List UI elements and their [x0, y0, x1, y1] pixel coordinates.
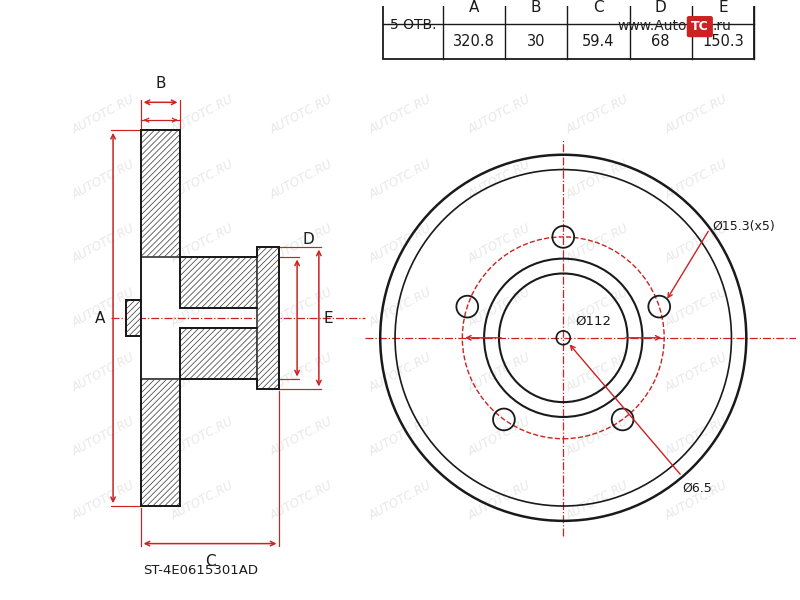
Text: D: D [302, 232, 314, 247]
Text: AUTOTC.RU: AUTOTC.RU [565, 415, 631, 458]
Text: B: B [530, 1, 542, 16]
Text: AUTOTC.RU: AUTOTC.RU [267, 350, 334, 394]
Text: AUTOTC.RU: AUTOTC.RU [70, 222, 137, 266]
Text: 5 ОТВ.: 5 ОТВ. [390, 18, 436, 32]
Text: AUTOTC.RU: AUTOTC.RU [366, 479, 434, 523]
Text: AUTOTC.RU: AUTOTC.RU [565, 479, 631, 523]
Text: AUTOTC.RU: AUTOTC.RU [565, 93, 631, 137]
Text: AUTOTC.RU: AUTOTC.RU [663, 415, 730, 458]
Text: 68: 68 [651, 34, 670, 49]
Text: AUTOTC.RU: AUTOTC.RU [169, 93, 235, 137]
Text: E: E [718, 1, 728, 16]
Text: AUTOTC.RU: AUTOTC.RU [70, 350, 137, 394]
Text: E: E [324, 311, 334, 326]
Text: AUTOTC.RU: AUTOTC.RU [169, 479, 235, 523]
Text: AUTOTC.RU: AUTOTC.RU [70, 286, 137, 330]
Text: 59.4: 59.4 [582, 34, 614, 49]
Text: AUTOTC.RU: AUTOTC.RU [466, 222, 533, 266]
Text: AUTOTC.RU: AUTOTC.RU [169, 158, 235, 202]
Text: AUTOTC.RU: AUTOTC.RU [466, 479, 533, 523]
Text: C: C [205, 554, 215, 569]
Text: AUTOTC.RU: AUTOTC.RU [169, 350, 235, 394]
Text: AUTOTC.RU: AUTOTC.RU [565, 286, 631, 330]
Text: AUTOTC.RU: AUTOTC.RU [169, 415, 235, 458]
Text: ST-4E0615301AD: ST-4E0615301AD [142, 564, 258, 577]
Text: A: A [95, 311, 106, 326]
Text: Ø6.5: Ø6.5 [682, 481, 712, 494]
Text: AUTOTC.RU: AUTOTC.RU [466, 286, 533, 330]
Text: AUTOTC.RU: AUTOTC.RU [663, 222, 730, 266]
Text: AUTOTC.RU: AUTOTC.RU [267, 93, 334, 137]
Text: AUTOTC.RU: AUTOTC.RU [366, 222, 434, 266]
Text: A: A [469, 1, 479, 16]
Polygon shape [180, 328, 257, 379]
Text: TC: TC [691, 20, 709, 32]
Polygon shape [126, 300, 141, 336]
Polygon shape [180, 257, 257, 308]
Text: AUTOTC.RU: AUTOTC.RU [366, 415, 434, 458]
Text: AUTOTC.RU: AUTOTC.RU [267, 222, 334, 266]
Text: AUTOTC.RU: AUTOTC.RU [466, 93, 533, 137]
Text: AUTOTC.RU: AUTOTC.RU [267, 286, 334, 330]
Text: AUTOTC.RU: AUTOTC.RU [565, 350, 631, 394]
Text: C: C [593, 1, 604, 16]
Text: AUTOTC.RU: AUTOTC.RU [366, 286, 434, 330]
Text: Ø15.3(x5): Ø15.3(x5) [713, 220, 775, 233]
Polygon shape [141, 379, 180, 506]
Text: AUTOTC.RU: AUTOTC.RU [70, 158, 137, 202]
Text: D: D [655, 1, 666, 16]
Text: B: B [155, 76, 166, 91]
Text: AUTOTC.RU: AUTOTC.RU [663, 286, 730, 330]
Text: AUTOTC.RU: AUTOTC.RU [663, 350, 730, 394]
Text: AUTOTC.RU: AUTOTC.RU [267, 415, 334, 458]
Text: AUTOTC.RU: AUTOTC.RU [565, 158, 631, 202]
Text: AUTOTC.RU: AUTOTC.RU [70, 93, 137, 137]
Text: www.Auto: www.Auto [618, 19, 687, 33]
Text: AUTOTC.RU: AUTOTC.RU [169, 286, 235, 330]
Text: AUTOTC.RU: AUTOTC.RU [565, 222, 631, 266]
Text: Ø112: Ø112 [575, 315, 611, 328]
Text: .ru: .ru [713, 19, 731, 33]
Text: AUTOTC.RU: AUTOTC.RU [663, 479, 730, 523]
Text: AUTOTC.RU: AUTOTC.RU [466, 415, 533, 458]
FancyBboxPatch shape [687, 17, 712, 37]
Text: 150.3: 150.3 [702, 34, 744, 49]
Text: AUTOTC.RU: AUTOTC.RU [366, 93, 434, 137]
Polygon shape [141, 379, 180, 506]
Text: AUTOTC.RU: AUTOTC.RU [70, 479, 137, 523]
Polygon shape [257, 247, 279, 389]
Text: AUTOTC.RU: AUTOTC.RU [267, 158, 334, 202]
Text: AUTOTC.RU: AUTOTC.RU [466, 350, 533, 394]
Text: 30: 30 [526, 34, 546, 49]
Text: AUTOTC.RU: AUTOTC.RU [466, 158, 533, 202]
Text: AUTOTC.RU: AUTOTC.RU [366, 350, 434, 394]
Text: AUTOTC.RU: AUTOTC.RU [267, 479, 334, 523]
Text: AUTOTC.RU: AUTOTC.RU [70, 415, 137, 458]
Text: AUTOTC.RU: AUTOTC.RU [663, 158, 730, 202]
Text: AUTOTC.RU: AUTOTC.RU [169, 222, 235, 266]
Text: AUTOTC.RU: AUTOTC.RU [366, 158, 434, 202]
Text: 320.8: 320.8 [453, 34, 494, 49]
Text: AUTOTC.RU: AUTOTC.RU [663, 93, 730, 137]
Bar [383, 0, 754, 59]
Polygon shape [141, 130, 180, 257]
